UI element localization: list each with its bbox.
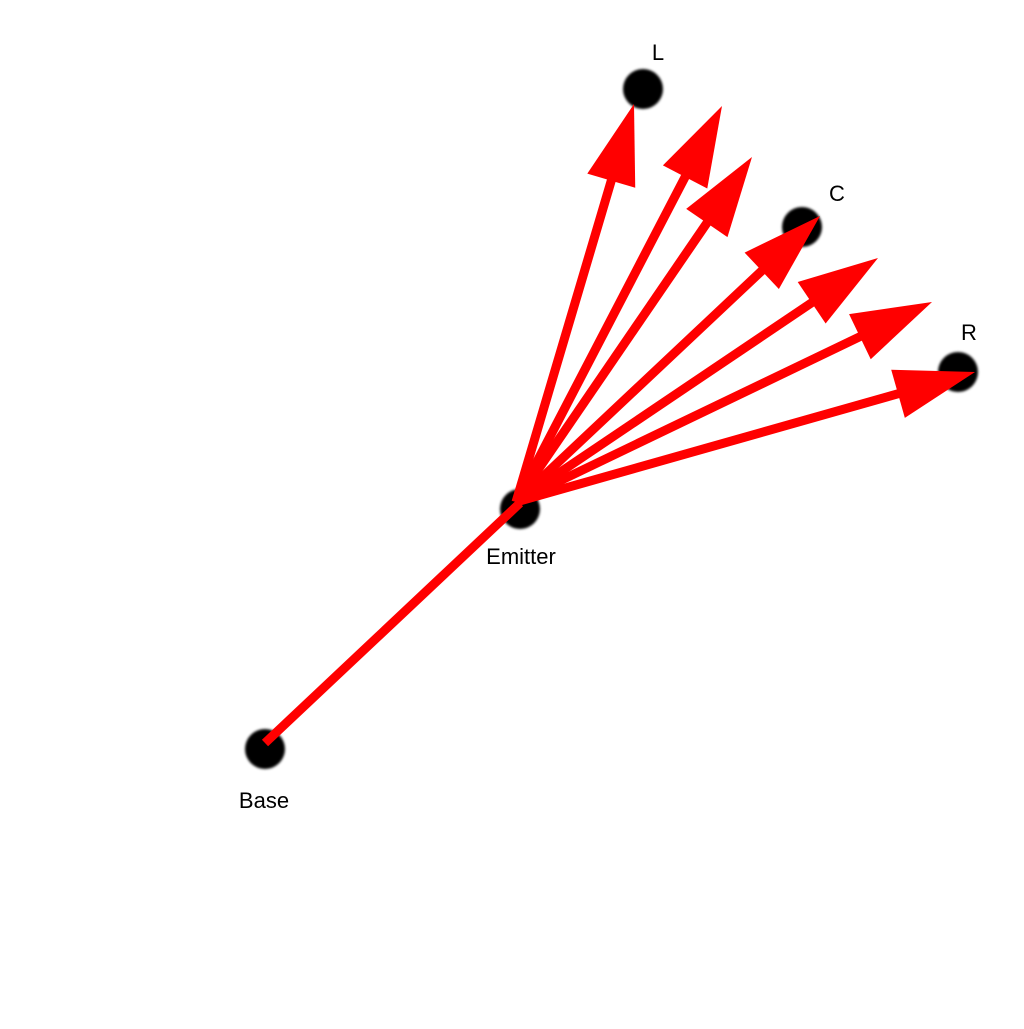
arrow-head-6 [849, 302, 932, 360]
arrow-shaft-5 [513, 296, 819, 506]
arrow-shaft-2 [512, 170, 692, 505]
label-base: Base [239, 788, 289, 813]
arrow-head-4 [744, 216, 820, 290]
arrow-shaft-3 [512, 216, 714, 505]
arrow-head-1 [587, 104, 636, 188]
arrow-shaft-6 [514, 330, 867, 507]
arrow-head-2 [662, 106, 722, 189]
arrow-shaft-4 [512, 264, 769, 506]
label-left: L [652, 40, 664, 65]
arrow-head-5 [797, 258, 878, 324]
node-left [623, 69, 663, 109]
arrow-shaft-1 [511, 174, 617, 504]
label-right: R [961, 320, 977, 345]
arrow-shaft-7 [514, 388, 905, 507]
arrow-head-7 [891, 369, 975, 418]
base-to-emitter-line [261, 499, 524, 747]
arrow-head-3 [686, 157, 752, 238]
label-emitter: Emitter [486, 544, 556, 569]
label-center: C [829, 181, 845, 206]
